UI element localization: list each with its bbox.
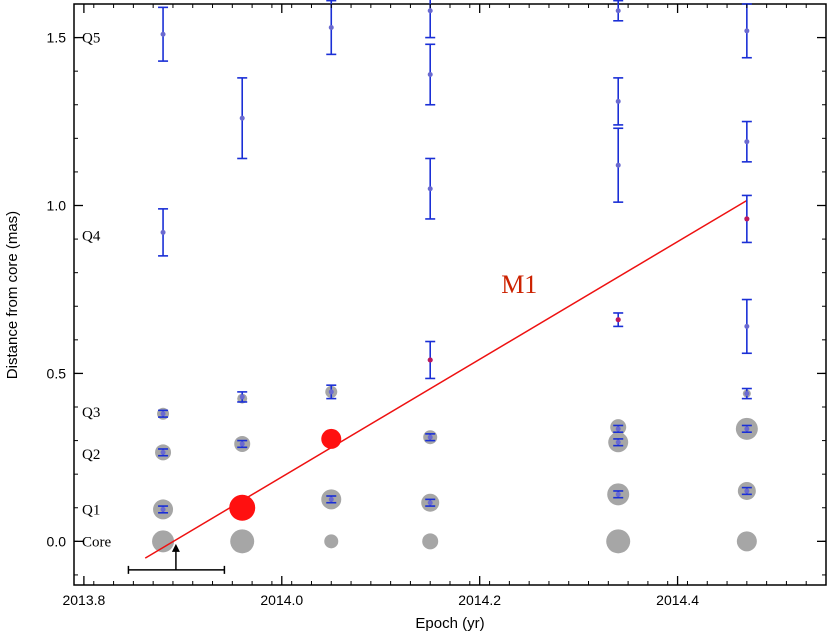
data-point — [744, 391, 750, 397]
ejection-marker-layer — [127, 543, 226, 574]
data-point — [615, 8, 621, 14]
data-point — [427, 72, 433, 78]
data-point — [328, 25, 334, 31]
m1-point — [744, 216, 750, 222]
data-point — [744, 488, 750, 494]
component-label: Q2 — [82, 447, 100, 463]
data-point — [615, 439, 621, 445]
data-point — [160, 506, 166, 512]
data-point — [427, 186, 433, 192]
data-point — [615, 426, 621, 432]
data-point — [744, 426, 750, 432]
data-point — [615, 491, 621, 497]
m1-point — [615, 317, 621, 323]
gray-blob-layer — [152, 385, 758, 554]
plot-frame — [73, 3, 827, 586]
data-point — [427, 500, 433, 506]
component-blob — [422, 533, 439, 550]
tick-layer: 2013.8 2014.0 2014.2 2014.4 0.0 0.5 1.0 1.5 — [47, 4, 826, 608]
component-label: Q1 — [82, 502, 100, 518]
component-blob — [736, 531, 757, 552]
data-point — [744, 28, 750, 34]
data-point — [615, 98, 621, 104]
ejection-arrow-head — [171, 543, 180, 552]
m1-point — [229, 494, 256, 521]
data-point — [160, 229, 166, 235]
component-label: Q4 — [82, 229, 101, 245]
data-point — [239, 441, 245, 447]
x-tick-label: 2014.4 — [656, 592, 699, 608]
data-point — [427, 8, 433, 14]
x-axis-title: Epoch (yr) — [415, 615, 484, 632]
component-blob — [152, 530, 175, 553]
data-point — [160, 449, 166, 455]
data-point — [160, 31, 166, 37]
data-point — [744, 139, 750, 145]
component-blob — [230, 529, 255, 554]
x-tick-label: 2013.8 — [62, 592, 105, 608]
m1-point — [427, 357, 433, 363]
data-point — [160, 411, 166, 417]
component-label: Q5 — [82, 31, 100, 47]
y-tick-label: 1.0 — [47, 198, 67, 214]
errorbar-layer — [158, 0, 752, 514]
m1-point-layer — [229, 428, 342, 521]
data-point — [328, 496, 334, 502]
data-point — [427, 434, 433, 440]
component-blob — [606, 529, 631, 554]
m1-point — [321, 428, 342, 449]
data-point — [328, 389, 334, 395]
component-blob — [324, 534, 339, 549]
x-tick-label: 2014.2 — [458, 592, 501, 608]
data-point — [615, 162, 621, 168]
y-axis-title: Distance from core (mas) — [4, 211, 21, 379]
y-tick-label: 1.5 — [47, 30, 67, 46]
component-label-layer: Q5 Q4 Q3 Q2 Q1 Core — [82, 31, 112, 551]
y-tick-label: 0.5 — [47, 365, 67, 381]
m1-label: M1 — [501, 270, 537, 299]
y-tick-label: 0.0 — [47, 533, 67, 549]
component-label: Core — [82, 534, 112, 550]
x-tick-label: 2014.0 — [260, 592, 303, 608]
component-label: Q3 — [82, 405, 100, 421]
data-point — [744, 323, 750, 329]
data-point — [239, 394, 245, 400]
data-point — [239, 115, 245, 121]
